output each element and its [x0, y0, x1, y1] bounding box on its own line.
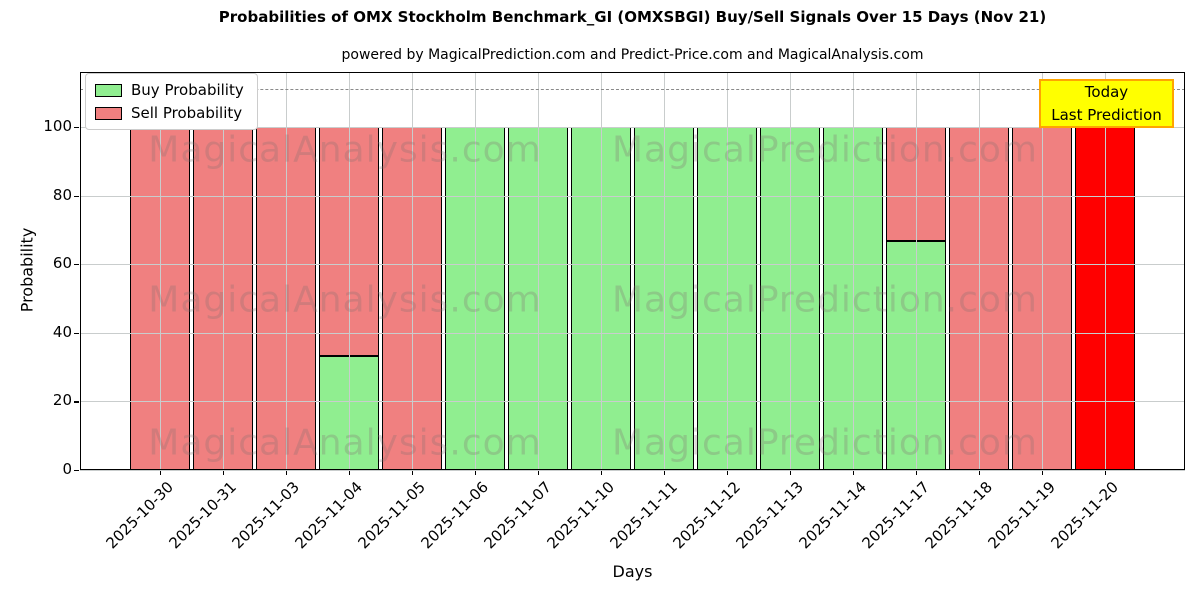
x-tick-mark [475, 470, 477, 475]
chart-subtitle: powered by MagicalPrediction.com and Pre… [341, 47, 924, 63]
x-tick-mark [663, 470, 666, 475]
x-gridline [726, 72, 728, 470]
x-tick-mark [601, 470, 603, 475]
today-annotation-line1: Today [1084, 83, 1129, 101]
y-gridline [80, 332, 1185, 334]
x-gridline [1104, 72, 1106, 470]
x-gridline [663, 72, 665, 470]
today-annotation-line2: Last Prediction [1051, 105, 1162, 124]
y-tick-mark [74, 401, 79, 403]
x-tick-mark [852, 470, 855, 475]
x-gridline [223, 72, 224, 470]
y-tick-mark [74, 264, 79, 266]
y-gridline [80, 195, 1185, 197]
x-tick-mark [412, 470, 414, 475]
x-gridline [349, 72, 350, 470]
x-tick-label: 2025-11-10 [543, 478, 618, 553]
x-tick-label: 2025-10-30 [102, 478, 177, 553]
x-gridline [160, 72, 161, 470]
x-tick-mark [789, 470, 792, 475]
x-tick-mark [1104, 470, 1107, 475]
legend-item: Sell Probability [95, 104, 244, 122]
x-tick-label: 2025-11-06 [417, 478, 492, 553]
y-tick-mark [74, 126, 79, 129]
chart-title: Probabilities of OMX Stockholm Benchmark… [218, 8, 1047, 26]
watermark-text: MagicalPrediction.com [612, 422, 1038, 464]
x-gridline [1041, 72, 1043, 470]
x-tick-label: 2025-11-11 [606, 478, 681, 553]
watermark-text: MagicalAnalysis.com [148, 279, 542, 321]
x-tick-label: 2025-11-14 [795, 478, 870, 553]
y-tick-mark [74, 332, 79, 335]
y-tick-label: 100 [43, 116, 72, 135]
y-tick-mark [74, 195, 79, 197]
x-tick-mark [978, 470, 981, 475]
x-tick-label: 2025-11-17 [858, 478, 933, 553]
x-tick-label: 2025-11-19 [984, 478, 1059, 553]
y-tick-label: 0 [62, 460, 72, 478]
x-tick-mark [726, 470, 729, 475]
watermark-text: MagicalPrediction.com [612, 129, 1038, 171]
y-tick-mark [74, 470, 79, 472]
legend-swatch [95, 106, 122, 120]
y-gridline [80, 126, 1185, 128]
x-tick-label: 2025-10-31 [165, 478, 240, 553]
legend-swatch [95, 83, 122, 97]
x-tick-mark [286, 470, 288, 475]
y-gridline [80, 401, 1185, 403]
threshold-dashed-line [80, 89, 1185, 91]
y-tick-label: 80 [52, 185, 72, 204]
x-gridline [601, 72, 602, 470]
x-tick-mark [160, 470, 162, 475]
legend-label: Buy Probability [131, 81, 244, 99]
x-gridline [978, 72, 980, 470]
x-tick-mark [223, 470, 225, 475]
y-gridline [80, 470, 1185, 471]
watermark-text: MagicalPrediction.com [612, 279, 1038, 321]
legend: Buy Probability Sell Probability [85, 73, 258, 130]
y-tick-label: 40 [52, 322, 72, 341]
x-tick-label: 2025-11-18 [921, 478, 996, 553]
x-gridline [915, 72, 917, 470]
y-tick-label: 60 [52, 254, 72, 273]
x-gridline [475, 72, 476, 470]
x-tick-mark [349, 470, 351, 475]
watermark-text: MagicalAnalysis.com [148, 129, 542, 171]
watermark-text: MagicalAnalysis.com [148, 422, 542, 464]
today-annotation: Today Last Prediction [1039, 79, 1174, 128]
x-tick-label: 2025-11-13 [732, 478, 807, 553]
legend-label: Sell Probability [131, 104, 243, 122]
plot-area: Buy Probability Sell Probability Today La… [43, 72, 1185, 552]
x-tick-mark [915, 470, 918, 475]
x-tick-mark [538, 470, 540, 475]
x-axis-label: Days [612, 562, 653, 581]
x-tick-label: 2025-11-05 [354, 478, 429, 553]
x-tick-label: 2025-11-07 [480, 478, 555, 553]
x-tick-label: 2025-11-12 [669, 478, 744, 553]
x-tick-label: 2025-11-04 [291, 478, 366, 553]
x-tick-label: 2025-11-03 [228, 478, 303, 553]
x-gridline [538, 72, 539, 470]
y-gridline [80, 264, 1185, 266]
legend-item: Buy Probability [95, 81, 244, 99]
x-gridline [286, 72, 287, 470]
x-gridline [852, 72, 854, 470]
x-gridline [789, 72, 791, 470]
x-tick-label: 2025-11-20 [1047, 478, 1122, 553]
x-tick-mark [1041, 470, 1044, 475]
x-gridline [412, 72, 413, 470]
y-tick-label: 20 [52, 391, 72, 410]
